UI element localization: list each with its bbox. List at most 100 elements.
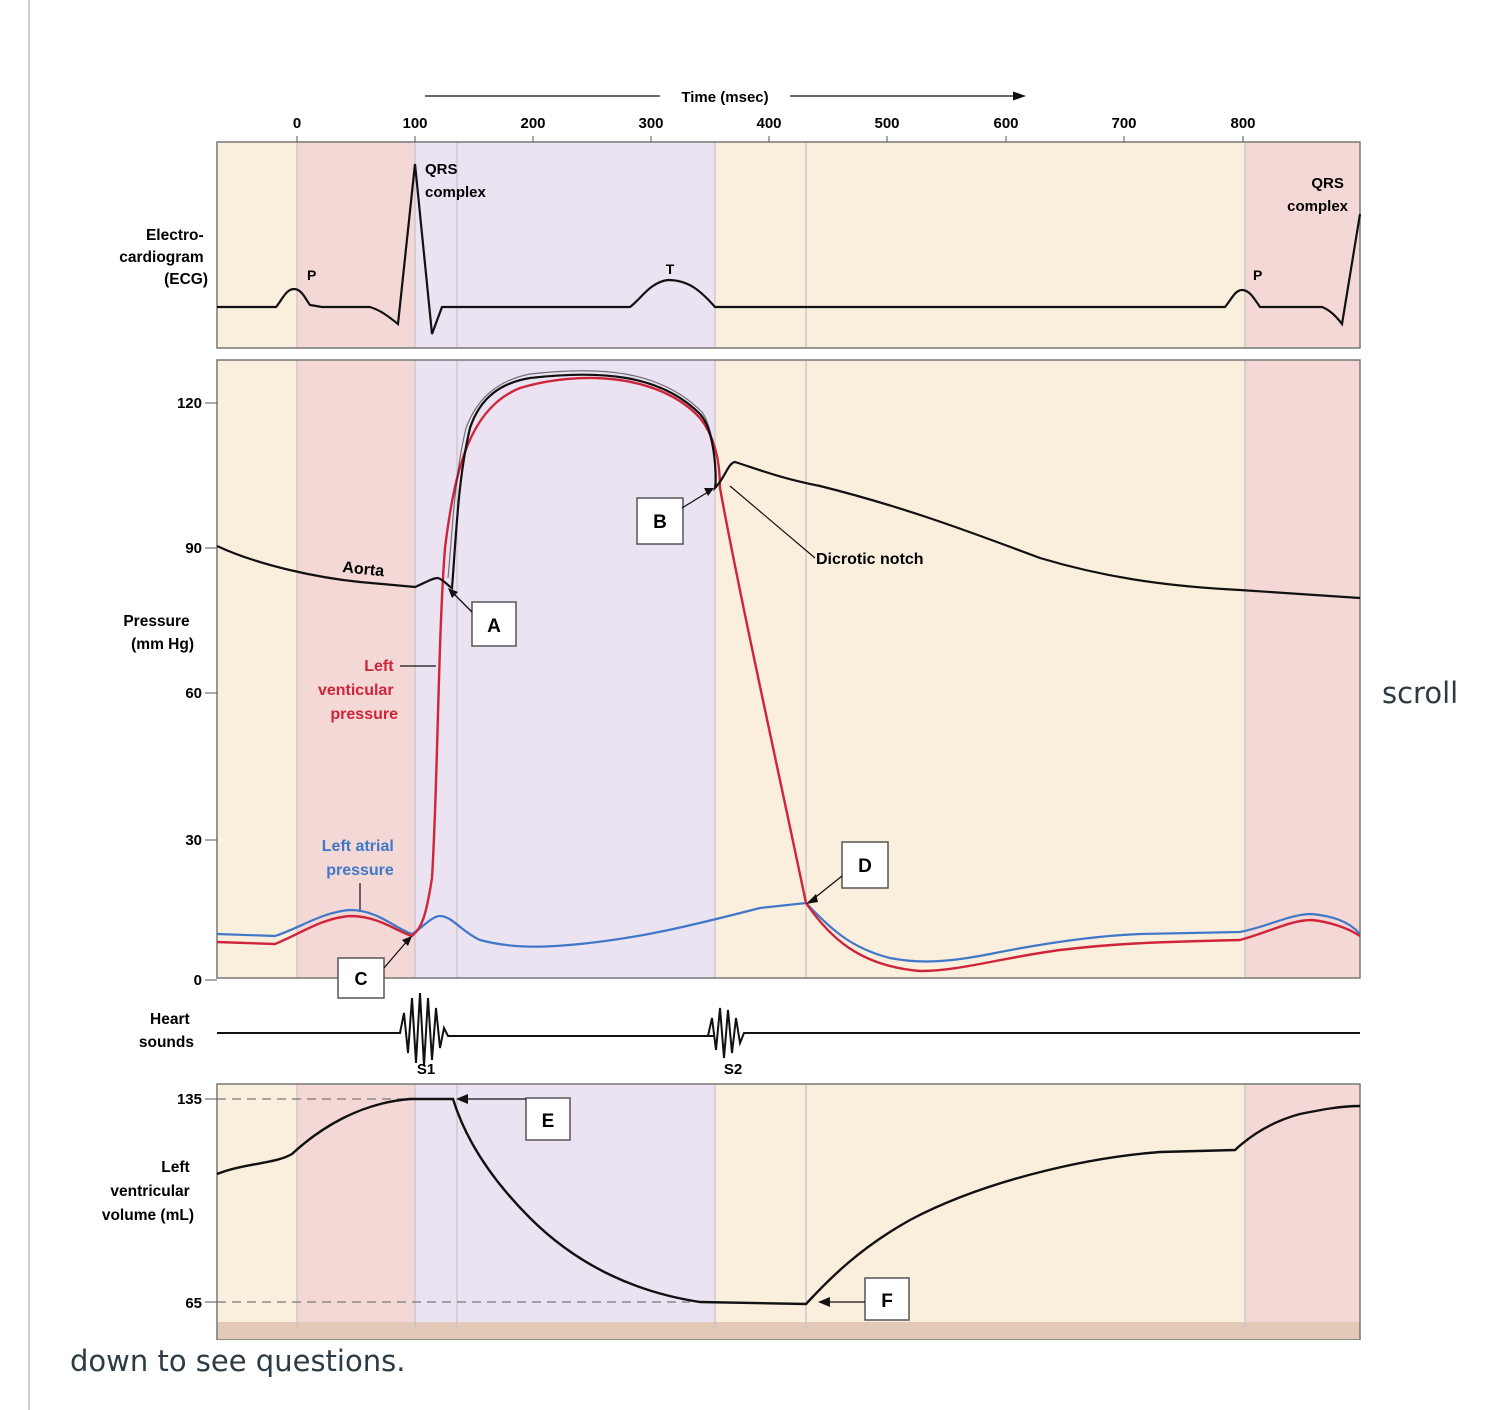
pressure-panel: Pressure (mm Hg) 120 90 60 30 0 Aorta Le… <box>123 370 1361 999</box>
lvp-label: Left venticular pressure <box>318 658 398 723</box>
pressure-tick-120: 120 <box>177 395 202 412</box>
marker-c-label: C <box>355 969 368 989</box>
ecg-band-atrial <box>297 142 415 348</box>
ecg-panel: Electro- cardiogram (ECG) QRS complex QR… <box>119 161 1362 335</box>
marker-e-label: E <box>542 1111 555 1132</box>
t-wave-label: T <box>666 261 675 277</box>
pressure-band-atrial <box>297 360 415 978</box>
phase-bands <box>217 142 1360 1340</box>
lvp-label-line-3: pressure <box>330 706 398 723</box>
qrs-label-right-line-2: complex <box>1287 198 1349 215</box>
time-tick-800: 800 <box>1230 115 1255 132</box>
p-wave-label-right: P <box>1253 267 1262 283</box>
lap-label: Left atrial pressure <box>322 838 398 879</box>
volume-tick-65: 65 <box>185 1295 202 1312</box>
volume-band-atrial-right <box>1245 1084 1360 1340</box>
volume-band-diastole <box>715 1084 1245 1340</box>
qrs-label-right-line-1: QRS <box>1311 175 1344 192</box>
pressure-label-line-1: Pressure <box>123 613 190 630</box>
lap-label-line-2: pressure <box>326 862 394 879</box>
marker-e: E <box>456 1094 571 1141</box>
time-tick-100: 100 <box>402 115 427 132</box>
time-tick-0: 0 <box>293 115 301 132</box>
heart-sounds-trace <box>217 992 1360 1067</box>
volume-tick-135: 135 <box>177 1091 202 1108</box>
pressure-tick-30: 30 <box>185 832 202 849</box>
time-tick-300: 300 <box>638 115 663 132</box>
phase-dividers <box>296 142 1246 1328</box>
left-border <box>28 0 30 1410</box>
s2-label: S2 <box>724 1061 742 1078</box>
ecg-band-systole <box>415 142 715 348</box>
ecg-label: Electro- cardiogram (ECG) <box>119 227 208 288</box>
marker-f: F <box>818 1277 910 1321</box>
left-atrial-pressure-curve <box>216 901 1361 963</box>
pressure-tick-60: 60 <box>185 685 202 702</box>
lvp-label-line-1: Left <box>364 658 394 675</box>
pressure-tick-0: 0 <box>194 972 202 989</box>
pressure-label: Pressure (mm Hg) <box>123 613 194 653</box>
ecg-label-line-2: cardiogram <box>119 249 203 266</box>
volume-label-line-1: Left <box>161 1159 189 1176</box>
lvp-label-line-2: venticular <box>318 682 394 699</box>
ecg-label-line-3: (ECG) <box>164 271 208 288</box>
qrs-label-left-line-2: complex <box>425 184 487 201</box>
pressure-ticks: 120 90 60 30 0 <box>177 395 202 989</box>
left-ventricular-volume-curve <box>216 1097 1361 1306</box>
qrs-label-left-line-1: QRS <box>425 161 458 178</box>
aorta-label: Aorta <box>342 559 385 580</box>
volume-band-diastole-left <box>217 1084 297 1340</box>
ecg-band-diastole <box>715 142 1245 348</box>
heart-sounds-panel: Heart sounds S1 S2 <box>139 992 1360 1078</box>
time-ticks: 0 100 200 300 400 500 600 700 800 <box>293 115 1256 132</box>
marker-f-label: F <box>881 1291 893 1312</box>
time-tick-600: 600 <box>993 115 1018 132</box>
time-axis: Time (msec) 0 100 200 300 400 500 600 70… <box>293 89 1256 142</box>
marker-d: D <box>806 841 889 904</box>
time-tick-700: 700 <box>1111 115 1136 132</box>
marker-b: B <box>636 488 714 545</box>
time-tick-200: 200 <box>520 115 545 132</box>
ecg-panel-border <box>216 141 1361 349</box>
heart-sounds-label-line-1: Heart <box>150 1011 190 1028</box>
pressure-label-line-2: (mm Hg) <box>131 636 194 653</box>
volume-panel-border <box>216 1083 1361 1340</box>
pressure-panel-border <box>216 359 1361 979</box>
marker-a-label: A <box>487 616 501 637</box>
volume-label: Left ventricular volume (mL) <box>102 1159 194 1224</box>
pressure-band-systole <box>415 360 715 978</box>
marker-a: A <box>448 588 517 647</box>
ecg-trace <box>217 163 1362 335</box>
s1-label: S1 <box>417 1061 435 1078</box>
qrs-label-left: QRS complex <box>425 161 487 201</box>
pressure-tick-90: 90 <box>185 540 202 557</box>
pressure-band-diastole-left <box>217 360 297 978</box>
marker-b-label: B <box>653 512 667 533</box>
time-tick-400: 400 <box>756 115 781 132</box>
scroll-instruction-rest: down to see questions. <box>70 1344 406 1378</box>
p-wave-label-left: P <box>307 267 316 283</box>
heart-sounds-label: Heart sounds <box>139 1011 194 1051</box>
marker-d-label: D <box>858 856 872 877</box>
marker-c: C <box>337 936 412 999</box>
lap-label-line-1: Left atrial <box>322 838 394 855</box>
left-ventricular-pressure-curve <box>216 376 1361 973</box>
time-tick-500: 500 <box>874 115 899 132</box>
volume-panel: Left ventricular volume (mL) 135 65 E F <box>102 1091 1361 1321</box>
pressure-band-atrial-right <box>1245 360 1360 978</box>
dicrotic-notch-label: Dicrotic notch <box>816 551 924 568</box>
volume-label-line-3: volume (mL) <box>102 1207 194 1224</box>
pressure-band-diastole <box>715 360 1245 978</box>
volume-band-atrial <box>297 1084 415 1340</box>
ecg-label-line-1: Electro- <box>146 227 204 244</box>
volume-bottom-strip <box>217 1322 1360 1340</box>
volume-label-line-2: ventricular <box>110 1183 189 1200</box>
ecg-band-diastole-left <box>217 142 297 348</box>
wiggers-diagram: Time (msec) 0 100 200 300 400 500 600 70… <box>102 89 1362 1340</box>
time-axis-title: Time (msec) <box>681 89 768 106</box>
ecg-band-atrial-right <box>1245 142 1360 348</box>
heart-sounds-label-line-2: sounds <box>139 1034 194 1051</box>
aortic-pressure-curve <box>216 373 1361 600</box>
qrs-label-right: QRS complex <box>1287 175 1349 215</box>
scroll-instruction-word: scroll <box>1382 676 1459 710</box>
